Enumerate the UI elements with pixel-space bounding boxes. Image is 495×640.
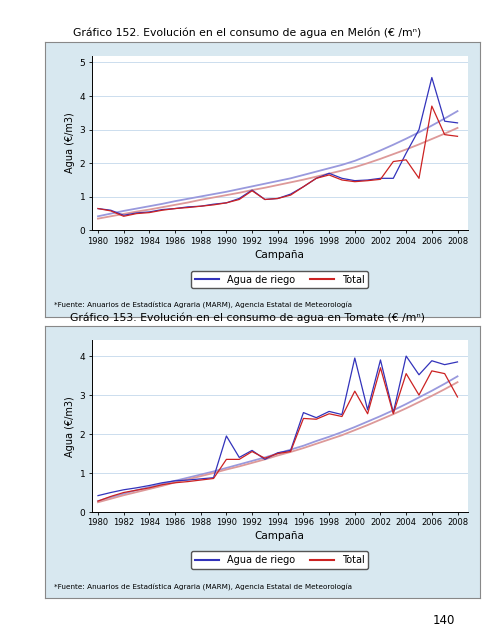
- Text: *Fuente: Anuarios de Estadística Agraria (MARM), Agencia Estatal de Meteorología: *Fuente: Anuarios de Estadística Agraria…: [54, 302, 352, 309]
- Text: Gráfico 152. Evolución en el consumo de agua en Melón (€ /mⁿ): Gráfico 152. Evolución en el consumo de …: [73, 28, 422, 38]
- Legend: Agua de riego, Total: Agua de riego, Total: [191, 271, 368, 289]
- X-axis label: Campaña: Campaña: [255, 531, 304, 541]
- Text: *Fuente: Anuarios de Estadística Agraria (MARM), Agencia Estatal de Meteorología: *Fuente: Anuarios de Estadística Agraria…: [54, 584, 352, 591]
- Legend: Agua de riego, Total: Agua de riego, Total: [191, 551, 368, 569]
- X-axis label: Campaña: Campaña: [255, 250, 304, 260]
- Y-axis label: Agua (€/m3): Agua (€/m3): [65, 396, 75, 456]
- Y-axis label: Agua (€/m3): Agua (€/m3): [65, 113, 75, 173]
- Text: 140: 140: [433, 614, 455, 627]
- Text: Gráfico 153. Evolución en el consumo de agua en Tomate (€ /mⁿ): Gráfico 153. Evolución en el consumo de …: [70, 313, 425, 323]
